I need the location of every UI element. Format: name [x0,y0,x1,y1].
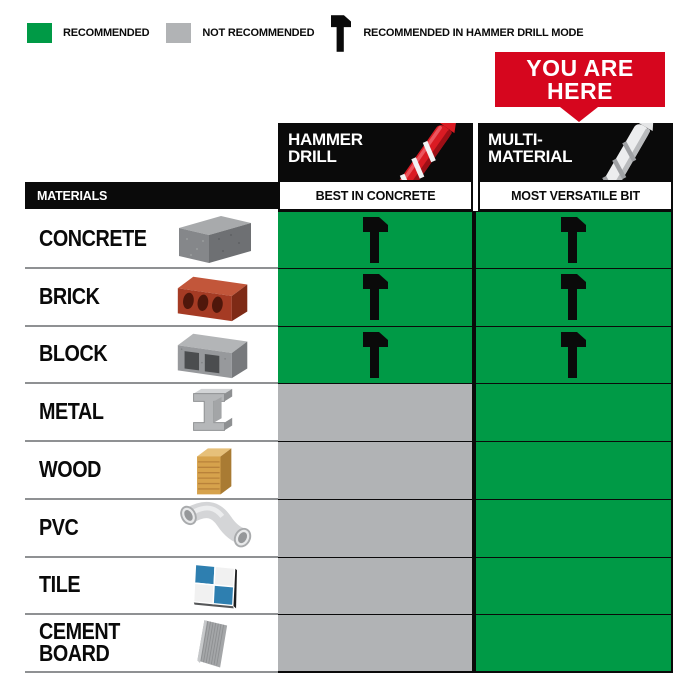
hammer-mode-icon [363,332,388,378]
you-are-here-pointer [560,107,598,122]
material-cell: CEMENT BOARD [25,615,278,673]
material-name: CEMENT BOARD [39,618,120,667]
recommended-green-swatch [27,23,52,43]
metal-ibeam-image [167,384,259,440]
table-row-wood: WOOD [25,442,673,500]
table-row-concrete: CONCRETE [25,211,673,269]
material-name: METAL [39,398,104,425]
material-name: WOOD [39,455,102,482]
pvc-pipe-image [167,500,259,556]
hammer-mode-icon [363,274,388,320]
multi-material-cell [476,384,673,442]
table-row-pvc: PVC [25,499,673,558]
tile-image [167,557,259,613]
multi-material-title-line2: MATERIAL [488,147,573,167]
hammer-drill-cell [278,211,476,269]
materials-header-bar: MATERIALS [25,182,278,209]
hammer-drill-cell [278,268,476,327]
material-cell: CONCRETE [25,211,278,269]
multi-material-cell [476,268,673,327]
table-row-cement-board: CEMENT BOARD [25,615,673,673]
subtitle-multi-material-label: MOST VERSATILE BIT [511,188,640,203]
subtitle-hammer-drill-label: BEST IN CONCRETE [315,188,436,203]
cement-board-image [167,615,259,671]
table-row-tile: TILE [25,557,673,616]
not-recommended-gray-swatch [166,23,192,43]
material-name: CONCRETE [39,224,147,251]
column-header-multi-material: MULTI- MATERIAL [478,123,673,180]
column-header-hammer-drill: HAMMER DRILL [278,123,473,180]
hammer-mode-icon [561,332,586,378]
hammer-drill-cell [278,557,476,616]
multi-material-cell [476,615,673,673]
hammer-drill-title-line1: HAMMER [288,130,363,149]
table-body: CONCRETE [25,211,673,673]
hammer-drill-cell [278,384,476,442]
concrete-block-image [167,211,259,267]
hammer-drill-cell [278,442,476,500]
multi-material-cell [476,499,673,558]
header-spacer [25,123,278,180]
comparison-table: HAMMER DRILL [25,123,673,673]
hammer-drill-mode-icon [331,14,352,52]
multi-material-cell [476,326,673,385]
legend-label-recommended: RECOMMENDED [63,27,150,39]
wood-block-image [167,442,259,498]
material-cell: WOOD [25,442,278,500]
material-cell: METAL [25,384,278,442]
multi-material-cell [476,211,673,269]
hammer-drill-title-line2: DRILL [288,147,337,167]
legend: RECOMMENDED NOT RECOMMENDED RECOMMENDED … [27,17,600,49]
material-name: BRICK [39,282,100,309]
subtitle-row: MATERIALS BEST IN CONCRETE MOST VERSATIL… [25,180,673,211]
legend-label-not-recommended: NOT RECOMMENDED [202,27,315,39]
column-header-row: HAMMER DRILL [25,123,673,180]
subtitle-multi-material: MOST VERSATILE BIT [478,180,673,211]
hammer-mode-icon [561,274,586,320]
material-name: PVC [39,513,79,540]
hammer-mode-icon [561,217,586,263]
material-name: TILE [39,571,81,598]
cinder-block-image [167,326,259,382]
you-are-here-line2: HERE [547,77,613,104]
table-row-metal: METAL [25,384,673,442]
hammer-mode-icon [363,217,388,263]
table-row-brick: BRICK [25,268,673,327]
material-cell: BLOCK [25,326,278,385]
hammer-drill-cell [278,615,476,673]
subtitle-hammer-drill: BEST IN CONCRETE [278,180,473,211]
material-cell: BRICK [25,268,278,327]
multi-material-title-line1: MULTI- [488,130,543,149]
legend-label-hammer-mode: RECOMMENDED IN HAMMER DRILL MODE [363,27,584,39]
materials-header-label: MATERIALS [37,188,108,203]
you-are-here-line1: YOU ARE [526,54,634,81]
white-multi-material-bit-image [592,123,654,180]
material-cell: PVC [25,499,278,558]
material-name: BLOCK [39,340,108,367]
multi-material-cell [476,442,673,500]
red-hammer-drill-bit-image [388,123,458,180]
table-row-block: BLOCK [25,326,673,385]
multi-material-cell [476,557,673,616]
brick-image [167,269,259,325]
hammer-drill-cell [278,499,476,558]
material-cell: TILE [25,557,278,616]
you-are-here-banner: YOU ARE HERE [495,52,665,107]
hammer-drill-cell [278,326,476,385]
